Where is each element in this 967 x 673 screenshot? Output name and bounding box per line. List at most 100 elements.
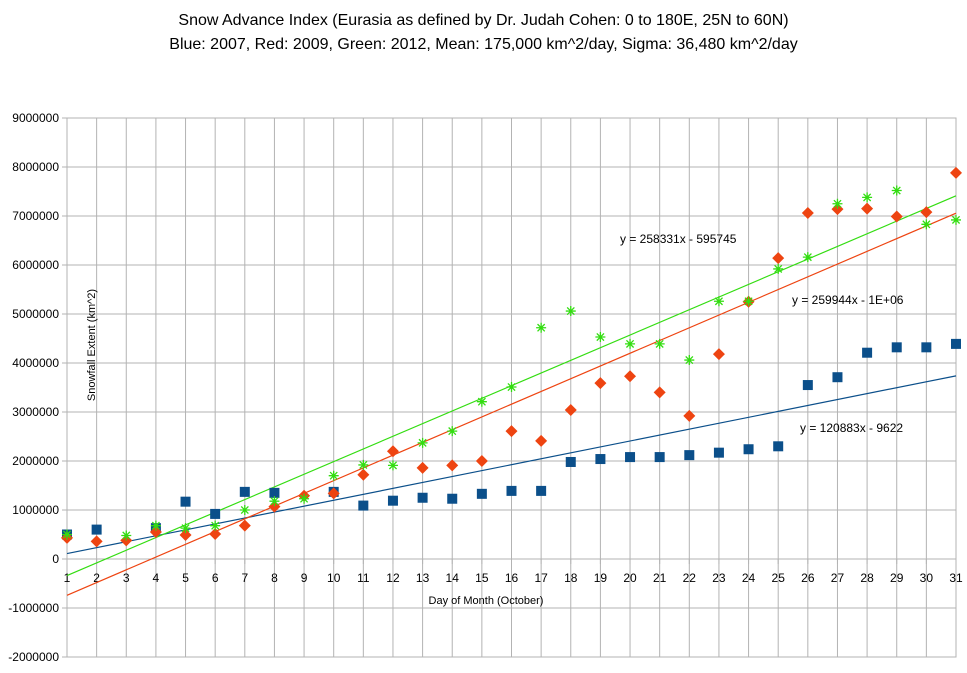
x-tick-label: 1 [64,571,71,585]
data-point-red-2009 [653,386,666,399]
data-point-blue-2007 [210,508,221,519]
data-point-red-2009 [386,445,399,458]
data-point-red-2009 [446,459,459,472]
data-point-green-2012 [921,219,932,230]
y-tick-label: -1000000 [8,601,59,615]
data-point-red-2009 [357,468,370,481]
y-tick-label: 3000000 [12,405,59,419]
data-point-red-2009 [801,207,814,220]
y-tick-label: 9000000 [12,111,59,125]
data-point-green-2012 [269,496,280,507]
chart-title: Snow Advance Index (Eurasia as defined b… [178,12,789,29]
data-point-blue-2007 [239,486,250,497]
data-point-green-2012 [150,520,161,531]
data-point-green-2012 [239,505,250,515]
data-point-green-2012 [536,322,547,333]
x-tick-label: 8 [271,571,278,585]
data-point-blue-2007 [832,372,843,383]
data-point-red-2009 [564,404,577,417]
x-tick-label: 17 [534,571,548,585]
data-point-red-2009 [861,202,874,215]
data-point-green-2012 [476,396,487,407]
x-tick-label: 19 [594,571,608,585]
y-tick-label: 5000000 [12,307,59,321]
chart-subtitle: Blue: 2007, Red: 2009, Green: 2012, Mean… [169,36,798,53]
data-point-green-2012 [121,530,132,541]
x-tick-label: 3 [123,571,130,585]
x-tick-label: 20 [623,571,637,585]
data-point-blue-2007 [180,496,191,507]
data-point-green-2012 [210,520,221,531]
data-point-red-2009 [90,535,103,548]
x-tick-label: 5 [182,571,189,585]
data-point-blue-2007 [565,456,576,467]
data-point-green-2012 [802,252,813,263]
data-point-green-2012 [773,263,784,274]
x-tick-label: 2 [93,571,100,585]
y-tick-label: -2000000 [8,650,59,664]
data-point-green-2012 [565,306,576,317]
x-axis-label: Day of Month (October) [429,595,544,607]
x-tick-label: 9 [301,571,308,585]
x-tick-label: 10 [327,571,341,585]
data-point-blue-2007 [921,342,932,353]
data-point-green-2012 [595,332,606,343]
x-axis-ticks: 1 2 3 4 5 6 7 8 9 10 11 12 13 14 15 16 17 18 19 20 21 22 23 24 2… [64,559,963,585]
data-point-red-2009 [624,370,637,383]
data-point-blue-2007 [91,524,102,535]
data-point-blue-2007 [269,487,280,498]
x-tick-label: 4 [153,571,160,585]
x-tick-label: 28 [860,571,874,585]
data-point-green-2012 [743,296,754,307]
data-point-green-2012 [891,185,902,196]
x-tick-label: 22 [683,571,697,585]
data-point-green-2012 [358,459,369,470]
data-point-blue-2007 [625,452,636,463]
data-point-green-2012 [62,529,72,540]
data-point-blue-2007 [891,342,902,353]
x-tick-label: 13 [416,571,430,585]
data-point-red-2009 [475,455,488,467]
x-tick-label: 21 [653,571,667,585]
x-tick-label: 6 [212,571,219,585]
data-point-green-2012 [862,192,873,203]
data-point-blue-2007 [684,450,695,461]
x-tick-label: 24 [742,571,756,585]
data-point-red-2009 [950,166,962,179]
x-tick-label: 26 [801,571,815,585]
data-point-blue-2007 [506,485,517,496]
data-point-blue-2007 [358,500,369,511]
y-tick-label: 1000000 [12,503,59,517]
data-point-red-2009 [209,528,222,541]
y-tick-label: 2000000 [12,454,59,468]
data-point-green-2012 [832,198,843,209]
y-tick-label: 0 [52,552,59,566]
x-tick-label: 12 [386,571,400,585]
data-point-green-2012 [299,493,310,504]
y-tick-label: 6000000 [12,258,59,272]
data-points [61,166,962,548]
data-point-green-2012 [417,437,428,448]
data-point-blue-2007 [536,485,547,496]
data-point-green-2012 [684,355,695,366]
data-point-red-2009 [535,434,548,447]
data-point-green-2012 [328,470,339,481]
data-point-blue-2007 [595,454,606,465]
x-tick-label: 30 [920,571,934,585]
data-point-blue-2007 [862,347,873,358]
data-point-green-2012 [447,426,458,437]
data-point-red-2009 [416,461,429,474]
data-point-red-2009 [505,425,518,438]
data-point-red-2009 [594,377,607,390]
x-tick-label: 14 [446,571,460,585]
data-point-red-2009 [890,210,903,223]
x-tick-label: 27 [831,571,845,585]
x-tick-label: 25 [772,571,786,585]
data-point-green-2012 [713,296,724,307]
x-tick-label: 15 [475,571,489,585]
data-point-blue-2007 [476,488,487,499]
y-tick-label: 4000000 [12,356,59,370]
data-point-blue-2007 [802,380,813,391]
